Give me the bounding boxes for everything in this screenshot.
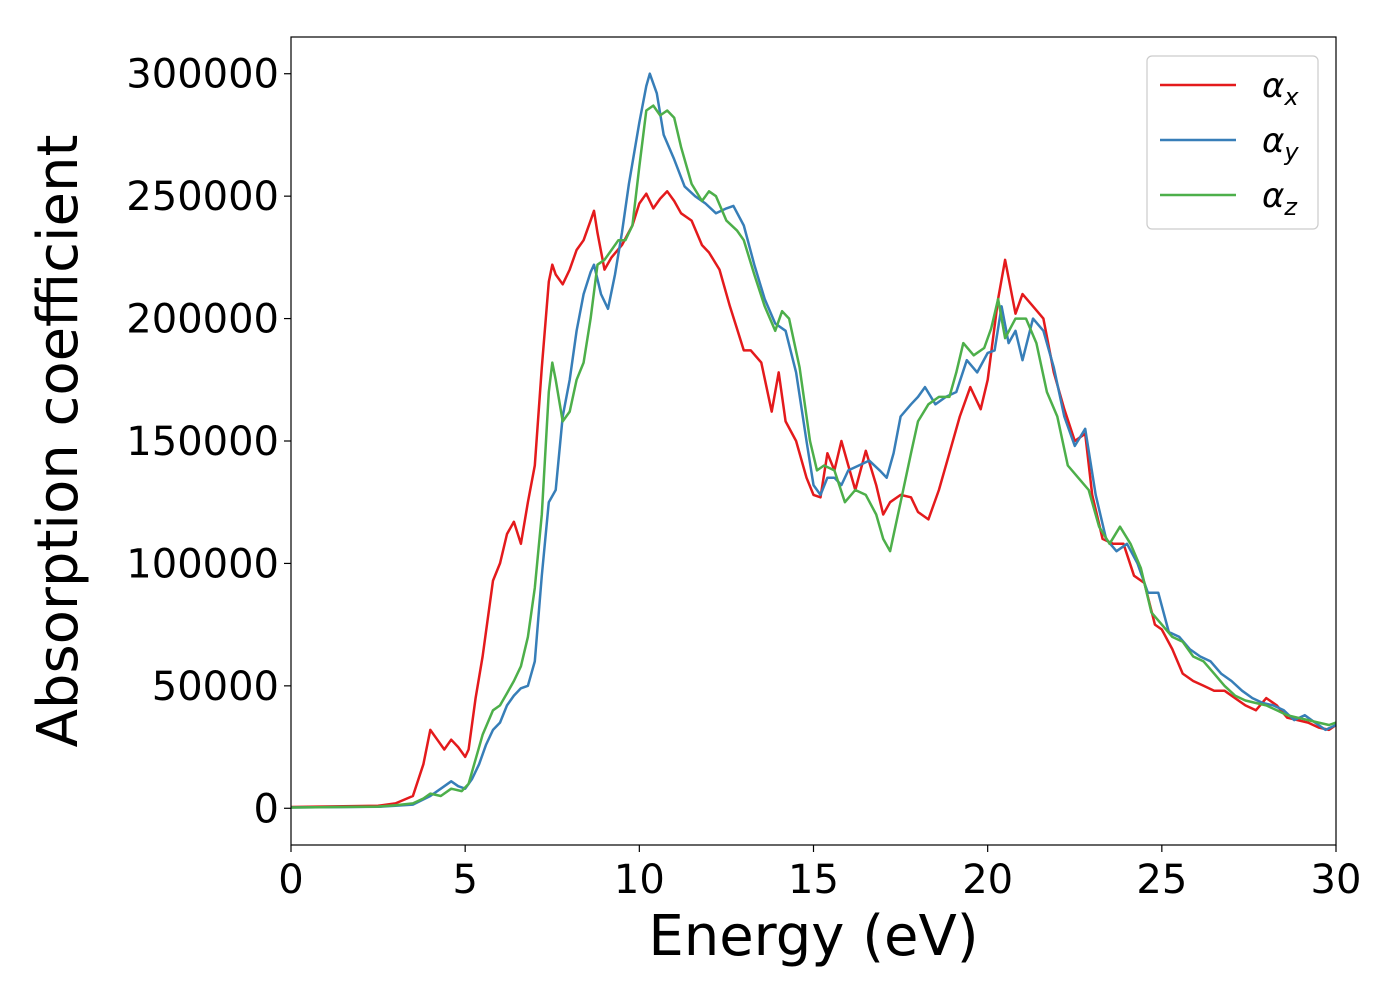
legend-label-x: αx <box>1262 66 1299 111</box>
y-axis: 0 50000 100000 150000 200000 250000 300000 <box>126 52 291 832</box>
legend-label-sub: y <box>1283 138 1299 166</box>
x-tick-label: 15 <box>788 857 839 903</box>
legend-label-base: α <box>1262 121 1284 161</box>
y-tick-label: 250000 <box>126 174 279 220</box>
y-tick-label: 200000 <box>126 297 279 343</box>
y-tick-label: 150000 <box>126 419 279 465</box>
x-tick-label: 25 <box>1136 857 1187 903</box>
legend-label-base: α <box>1262 66 1284 106</box>
x-axis: 0 5 10 15 20 25 30 <box>278 845 1361 903</box>
series-line-x <box>290 190 1337 809</box>
y-axis-title: Absorption coefficient <box>26 135 91 748</box>
y-tick-label: 50000 <box>152 664 279 710</box>
legend-label-sub: x <box>1283 83 1299 111</box>
legend-label-z: αz <box>1262 176 1298 221</box>
legend-frame <box>1146 55 1319 230</box>
x-tick-label: 0 <box>278 857 303 903</box>
series-layer <box>290 72 1337 809</box>
x-tick-label: 20 <box>962 857 1013 903</box>
series-line-z <box>290 104 1337 809</box>
legend-label-base: α <box>1262 176 1284 216</box>
y-tick-label: 100000 <box>126 541 279 587</box>
y-tick-label: 300000 <box>126 52 279 98</box>
legend-label-sub: z <box>1283 193 1298 221</box>
legend-label-y: αy <box>1262 121 1299 166</box>
x-tick-label: 30 <box>1311 857 1362 903</box>
x-axis-title: Energy (eV) <box>648 904 978 969</box>
x-tick-label: 10 <box>614 857 665 903</box>
series-line-y <box>290 72 1337 809</box>
x-tick-label: 5 <box>452 857 477 903</box>
y-tick-label: 0 <box>254 786 279 832</box>
